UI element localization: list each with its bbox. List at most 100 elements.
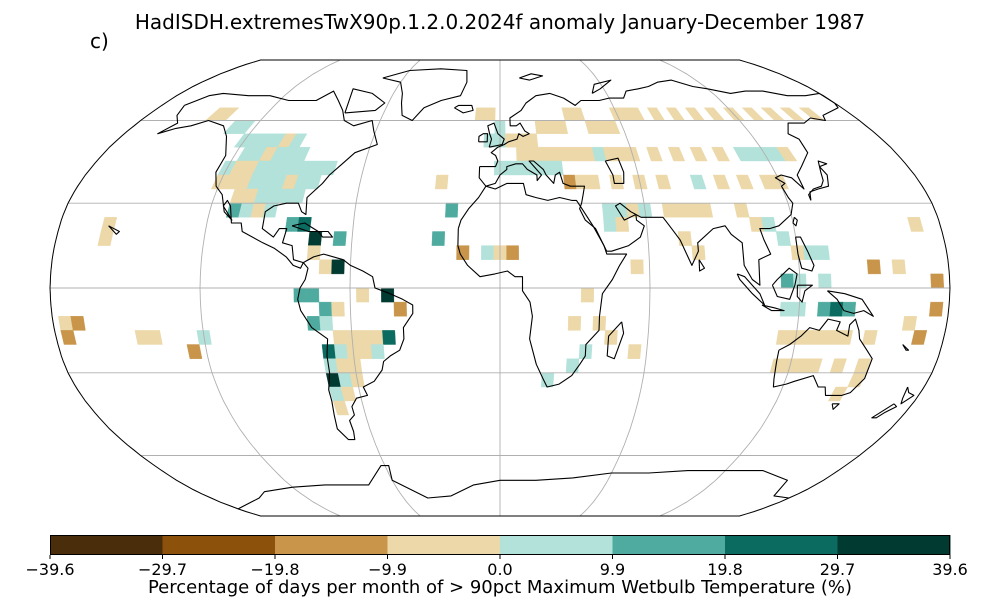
coastline-sri-lanka	[698, 259, 706, 272]
coastline-tasmania	[831, 403, 840, 410]
coastline-antarctica	[237, 465, 789, 510]
world-map	[49, 59, 951, 517]
grid-cell	[866, 259, 881, 275]
colorbar-tick-label: 29.7	[819, 560, 856, 579]
grid-cell	[331, 301, 345, 317]
coastline-africa	[457, 182, 628, 388]
coastline-baffin	[344, 88, 386, 114]
coastline-madagascar	[606, 321, 625, 360]
coastline-new-caledonia	[902, 344, 910, 351]
grid-cell	[60, 330, 77, 345]
grid-cell	[655, 174, 672, 190]
colorbar-segment	[387, 535, 501, 555]
grid-cell	[891, 259, 906, 275]
coastline-japan	[808, 160, 830, 201]
coastline-caspian	[604, 157, 625, 184]
colorbar-tick-label: 9.9	[599, 560, 626, 579]
grid-cell	[711, 147, 731, 162]
grid-cell	[332, 231, 347, 246]
grid-cell	[550, 160, 564, 176]
anomaly-grid-cells	[58, 107, 945, 416]
grid-cell	[186, 344, 203, 359]
colorbar-tick-label: −19.8	[250, 560, 300, 579]
colorbar-segment	[725, 535, 838, 555]
grid-cell	[586, 174, 601, 190]
grid-cell	[456, 245, 470, 260]
grid-cell	[689, 174, 707, 190]
grid-cell	[712, 174, 731, 190]
grid-cell	[691, 245, 706, 260]
grid-cell	[340, 386, 357, 402]
grid-cell	[776, 147, 798, 162]
coastline-south-america	[297, 253, 414, 441]
grid-cell	[70, 316, 86, 331]
grid-cell	[393, 301, 407, 317]
colorbar-segment	[612, 535, 726, 555]
coastline-new-zealand-s	[871, 403, 898, 419]
grid-cell	[627, 344, 642, 359]
coastline-borneo	[771, 267, 798, 300]
coastline-hispaniola	[317, 230, 334, 238]
colorbar-tick-label: −39.6	[25, 560, 75, 579]
grid-cell	[305, 174, 322, 190]
colorbar-tick-label: −9.9	[368, 560, 407, 579]
grid-cell	[431, 231, 446, 246]
grid-cell	[604, 330, 618, 345]
grid-cell	[382, 330, 396, 345]
coastline-novaya-zemlya	[591, 79, 612, 94]
colorbar-segment	[500, 535, 613, 555]
longitude-gridline	[199, 60, 341, 516]
coastline-eurasia	[478, 79, 839, 286]
grid-cell	[630, 259, 644, 275]
grid-cell	[911, 330, 928, 345]
coastline-sumatra	[736, 273, 766, 306]
colorbar-segment	[275, 535, 388, 555]
grid-cell	[667, 147, 686, 162]
colorbar-segment	[837, 535, 951, 555]
grid-cell	[615, 217, 630, 232]
coastline-new-zealand-n	[900, 386, 915, 405]
colorbar-segment	[50, 535, 163, 555]
grid-cell	[147, 330, 163, 345]
coastline-taiwan	[792, 216, 798, 227]
longitude-gridline	[349, 60, 421, 516]
grid-cell	[775, 231, 792, 246]
grid-cell	[319, 316, 334, 331]
colorbar-tick-label: 0.0	[487, 560, 513, 579]
grid-cell	[815, 245, 830, 260]
coastline-greenland	[382, 68, 468, 122]
coastline-iceland	[454, 104, 474, 114]
grid-cell	[861, 330, 878, 345]
colorbar-tick-label: −29.7	[137, 560, 188, 579]
grid-cell	[567, 316, 582, 331]
chart-title: HadISDH.extremesTwX90p.1.2.0.2024f anoma…	[134, 10, 866, 34]
grid-cell	[434, 174, 449, 190]
panel-label: c)	[90, 29, 109, 53]
colorbar-tick-label: 19.8	[707, 560, 743, 579]
grid-cell	[837, 330, 853, 345]
coastline-hawaii	[108, 225, 120, 235]
longitude-gridline	[579, 60, 651, 516]
grid-cell	[689, 147, 708, 162]
coastlines	[108, 68, 915, 510]
colorbar-label: Percentage of days per month of > 90pct …	[147, 577, 853, 598]
longitude-gridline	[659, 60, 801, 516]
grid-cell	[646, 147, 663, 162]
grid-cell	[332, 400, 350, 416]
grid-cell	[331, 259, 345, 275]
grid-cell	[929, 301, 944, 317]
map-boundary	[49, 59, 951, 517]
coastline-philippines	[795, 236, 815, 272]
grid-cell	[735, 174, 754, 190]
coastline-new-guinea	[827, 290, 874, 317]
grid-cell	[297, 217, 312, 232]
grid-cell	[370, 344, 385, 359]
coastline-ireland	[478, 133, 489, 143]
colorbar-frame	[50, 535, 950, 555]
coastline-britain	[487, 122, 505, 148]
coastline-australia	[772, 318, 873, 396]
colorbar-segment	[162, 535, 276, 555]
coastline-svalbard	[519, 73, 544, 81]
grid-cell	[901, 316, 918, 331]
